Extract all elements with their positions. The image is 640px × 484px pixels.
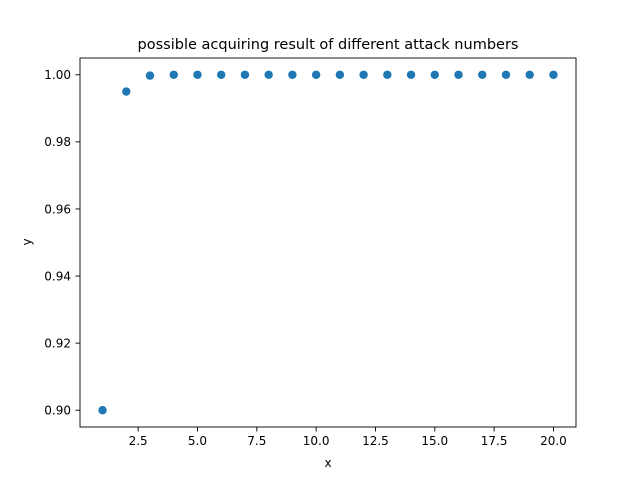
data-point (359, 70, 368, 79)
data-point (169, 70, 178, 79)
x-tick-label: 10.0 (303, 434, 330, 448)
data-point (288, 70, 297, 79)
y-tick-label: 0.90 (44, 404, 71, 418)
x-tick-label: 15.0 (421, 434, 448, 448)
y-tick-label: 0.96 (44, 202, 71, 216)
data-point (549, 70, 558, 79)
x-tick-label: 2.5 (129, 434, 148, 448)
data-point (430, 70, 439, 79)
data-point (335, 70, 345, 79)
chart-title: possible acquiring result of different a… (138, 37, 519, 53)
x-tick-label: 17.5 (481, 434, 508, 448)
data-point (145, 71, 155, 80)
x-tick-label: 20.0 (540, 434, 567, 448)
data-point (383, 70, 392, 79)
x-axis-label: x (324, 456, 331, 470)
data-point (122, 87, 131, 96)
data-point (98, 406, 107, 415)
data-point (240, 70, 250, 79)
y-tick-label: 1.00 (44, 68, 71, 82)
data-point (311, 70, 321, 79)
data-point (264, 70, 273, 79)
plot-area: 2.5 5.0 7.5 10.0 12.5 15.0 17.5 20.0 0.90 0.92 0.9… (44, 57, 577, 448)
data-point (406, 70, 416, 79)
x-tick-label: 7.5 (247, 434, 266, 448)
data-point (478, 70, 487, 79)
data-point (193, 70, 202, 79)
y-tick-label: 0.94 (44, 269, 71, 283)
data-point (454, 70, 463, 79)
x-tick-label: 12.5 (362, 434, 389, 448)
data-point (217, 70, 226, 79)
data-point (501, 70, 511, 79)
axes-frame (79, 57, 577, 428)
y-tick-label: 0.92 (44, 336, 71, 350)
y-axis-label: y (20, 238, 34, 245)
data-point (525, 70, 534, 79)
y-tick-label: 0.98 (44, 135, 71, 149)
x-tick-label: 5.0 (188, 434, 207, 448)
